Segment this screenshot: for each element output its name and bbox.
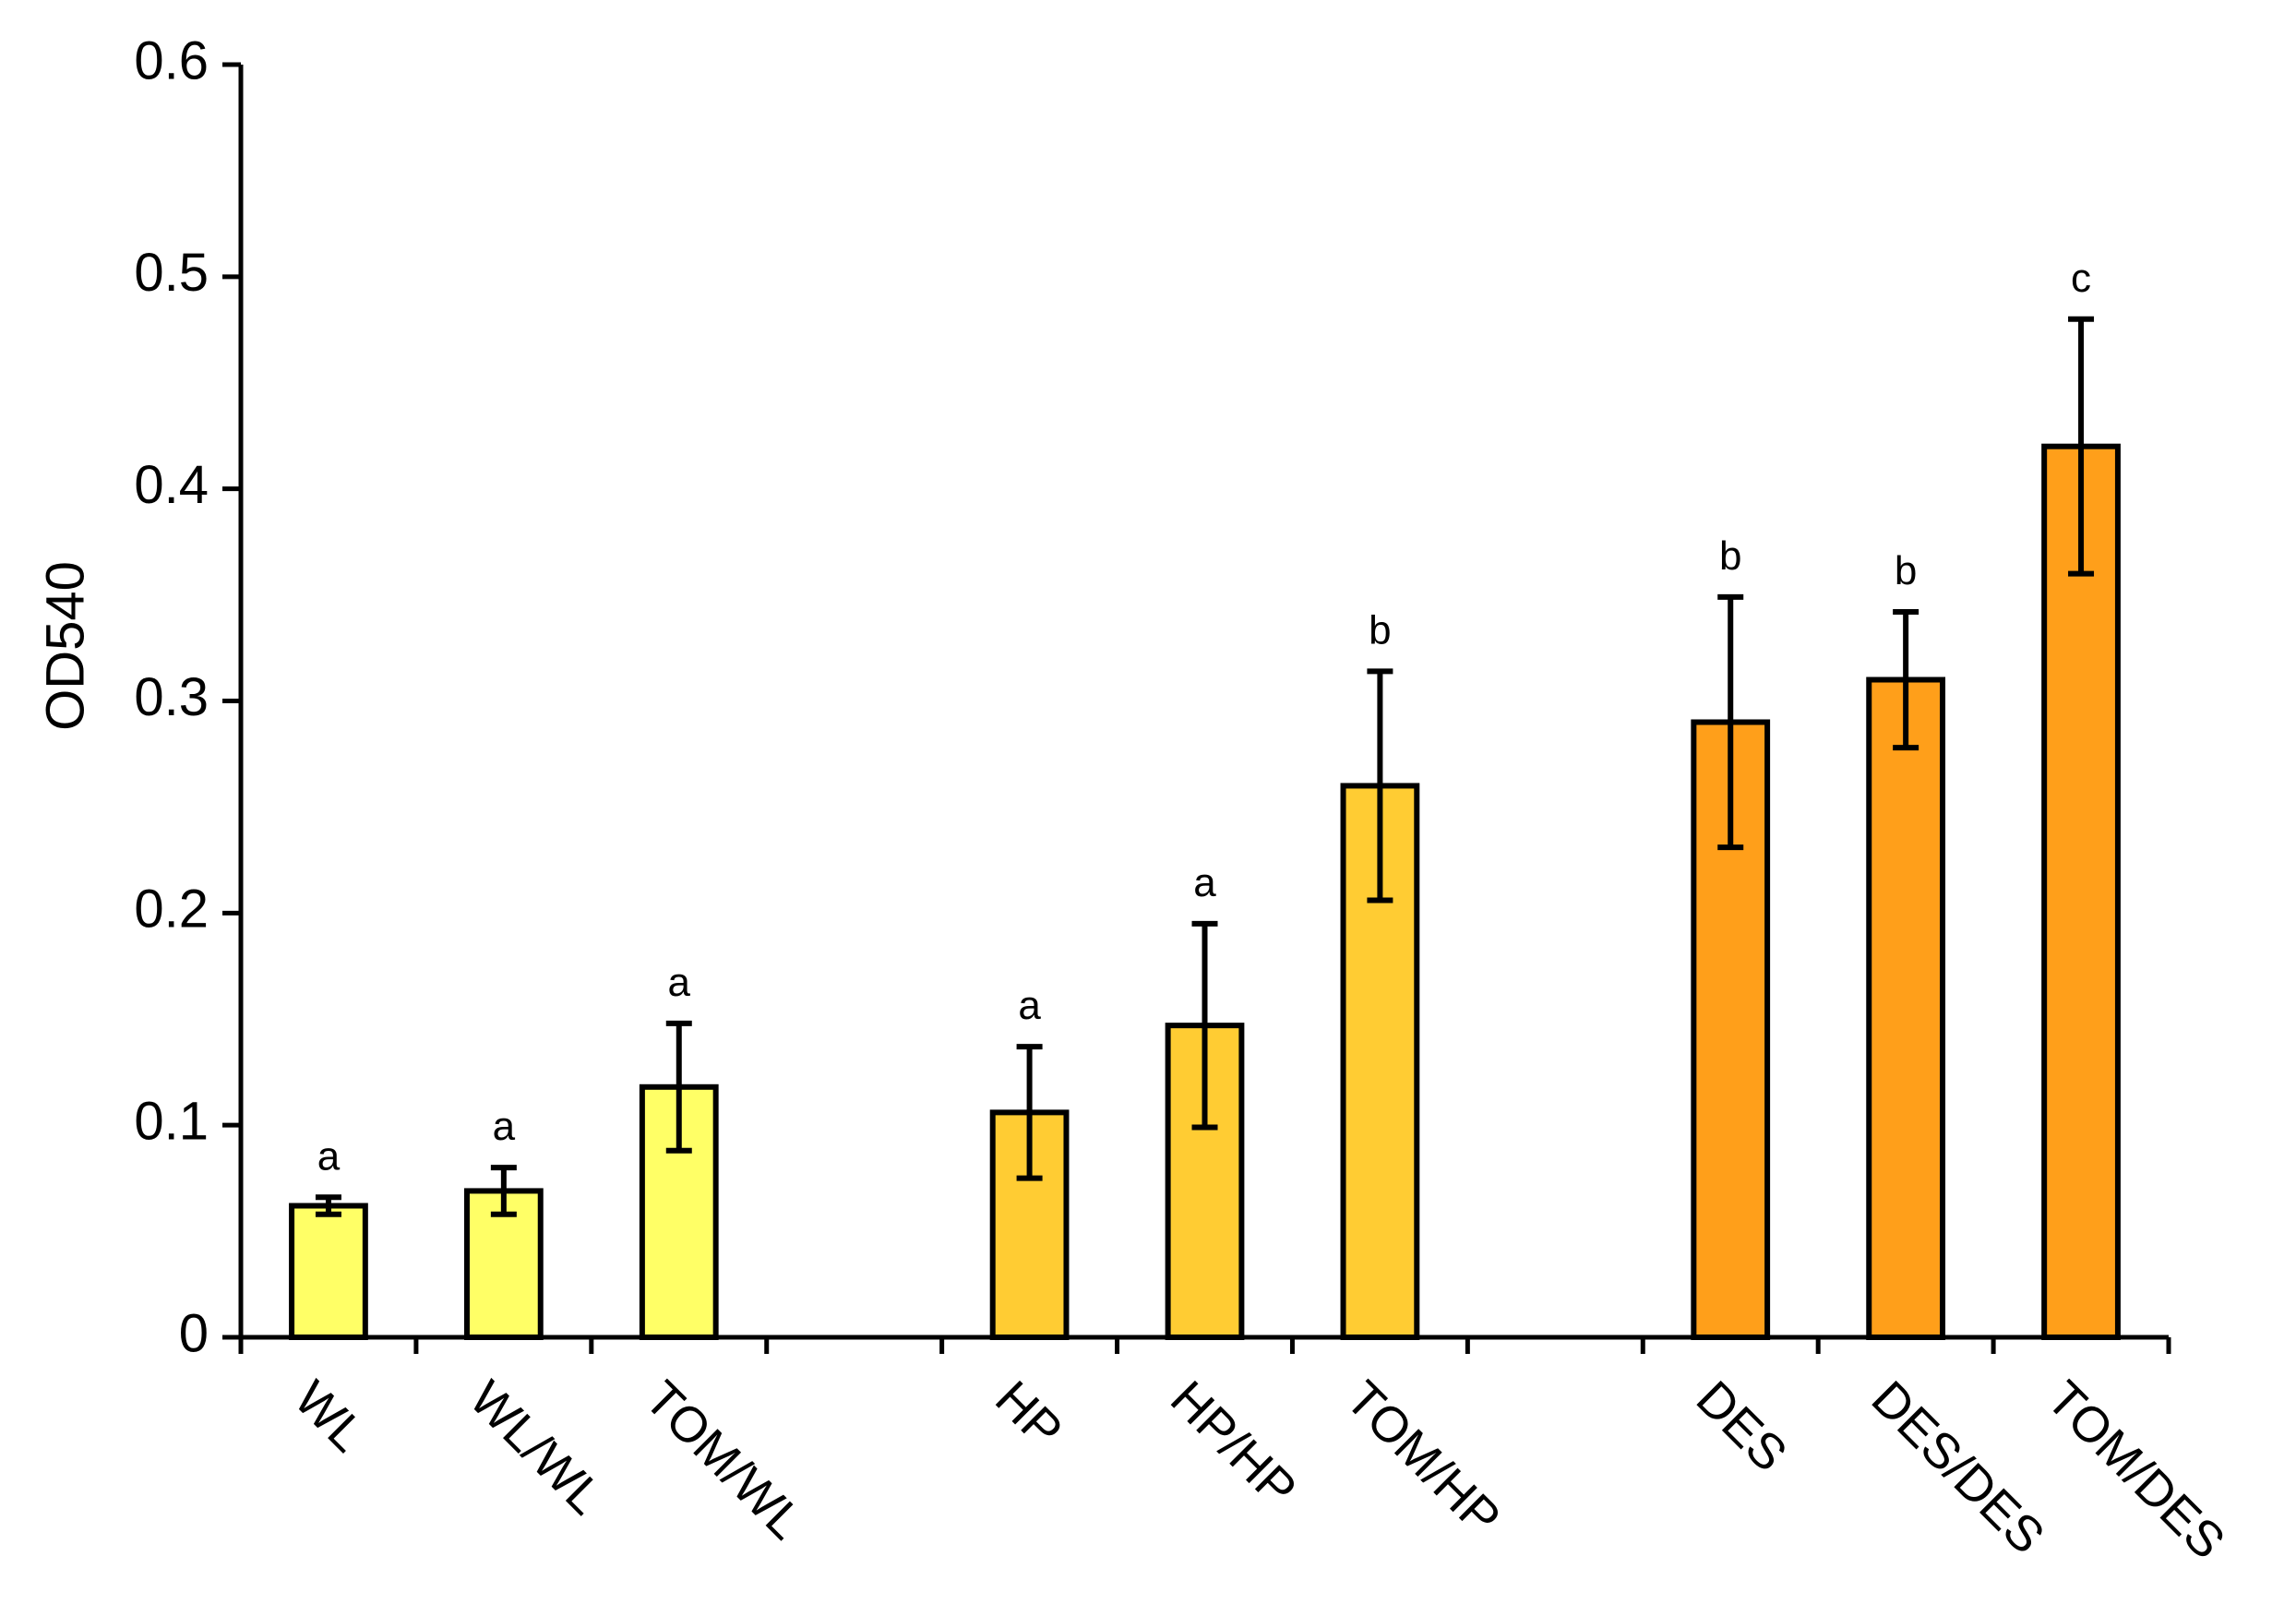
bar-wl bbox=[289, 1203, 368, 1340]
error-bar-wl-wl bbox=[490, 1165, 517, 1217]
y-tick-label: 0.5 bbox=[134, 243, 209, 303]
error-bar-tom-hp bbox=[1367, 668, 1393, 904]
error-bar-tom-des bbox=[2068, 316, 2095, 577]
y-tick-label: 0.1 bbox=[134, 1091, 209, 1151]
x-tick-label: TOM/WL bbox=[634, 1371, 813, 1550]
significance-label: b bbox=[1719, 533, 1741, 579]
error-bar-hp-hp bbox=[1191, 920, 1218, 1131]
x-tick-label: HP/HP bbox=[1160, 1371, 1307, 1517]
bar-hp bbox=[989, 1109, 1070, 1341]
significance-label: b bbox=[1369, 607, 1391, 652]
error-bars-layer bbox=[315, 316, 2095, 1217]
significance-labels-layer: a a a a a b b b c bbox=[317, 256, 2091, 1179]
significance-label: a bbox=[1018, 983, 1041, 1028]
y-axis-title: OD540 bbox=[35, 561, 95, 731]
significance-label: b bbox=[1895, 548, 1917, 593]
x-axis: WL WL/WL TOM/WL HP HP/HP TOM/HP DES DES/DESTOM/… bbox=[238, 1335, 2236, 1570]
y-tick-label: 0 bbox=[179, 1303, 209, 1363]
x-tick-label: DES/DES bbox=[1861, 1371, 2055, 1564]
y-axis: 0 0.1 0.2 0.3 0.4 0.5 0.6 bbox=[134, 30, 244, 1363]
y-tick-label: 0.3 bbox=[134, 667, 209, 727]
significance-label: a bbox=[493, 1104, 516, 1149]
y-tick-label: 0.6 bbox=[134, 30, 209, 90]
x-tick-label: WL/WL bbox=[459, 1371, 614, 1526]
y-tick-label: 0.4 bbox=[134, 455, 209, 515]
x-tick-label: TOM/DES bbox=[2037, 1371, 2236, 1570]
error-bar-hp bbox=[1016, 1044, 1043, 1181]
significance-label: a bbox=[1193, 860, 1216, 905]
error-bar-des-des bbox=[1893, 608, 1919, 751]
x-tick-label: WL bbox=[283, 1371, 376, 1463]
error-bar-tom-wl bbox=[665, 1020, 692, 1154]
significance-label: a bbox=[668, 960, 691, 1005]
error-bar-des bbox=[1717, 593, 1744, 851]
x-tick-label: HP bbox=[985, 1371, 1072, 1458]
bar-des-des bbox=[1866, 676, 1946, 1340]
significance-label: c bbox=[2071, 256, 2091, 301]
x-tick-label: DES bbox=[1686, 1371, 1798, 1482]
significance-label: a bbox=[317, 1133, 341, 1179]
y-tick-label: 0.2 bbox=[134, 880, 209, 940]
bar-tom-des bbox=[2041, 443, 2121, 1340]
x-tick-label: TOM/HP bbox=[1335, 1371, 1511, 1546]
error-bar-wl bbox=[315, 1194, 341, 1217]
